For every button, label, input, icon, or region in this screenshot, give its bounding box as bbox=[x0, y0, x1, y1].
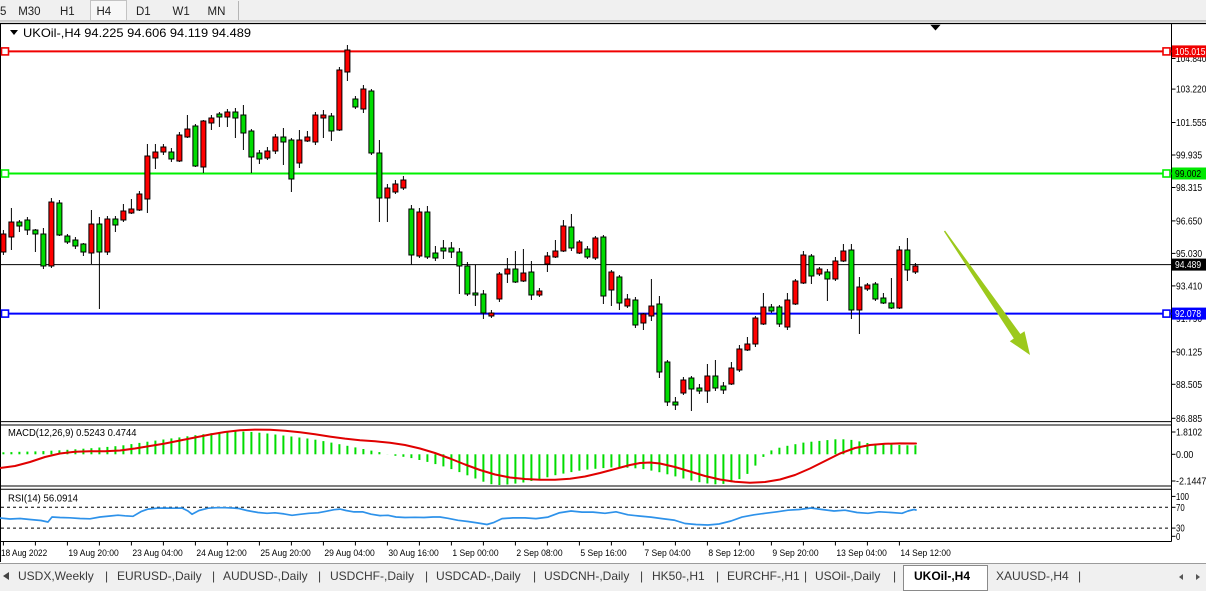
svg-text:13 Sep 04:00: 13 Sep 04:00 bbox=[836, 548, 886, 559]
svg-text:USDCHF-,Daily: USDCHF-,Daily bbox=[330, 569, 414, 583]
svg-text:0: 0 bbox=[1176, 531, 1180, 543]
svg-text:25 Aug 20:00: 25 Aug 20:00 bbox=[260, 548, 310, 559]
svg-text:-2.1447: -2.1447 bbox=[1176, 476, 1206, 488]
svg-text:USDCAD-,Daily: USDCAD-,Daily bbox=[436, 569, 521, 583]
svg-text:99.935: 99.935 bbox=[1176, 150, 1202, 162]
svg-text:7 Sep 04:00: 7 Sep 04:00 bbox=[644, 548, 690, 559]
svg-text:AUDUSD-,Daily: AUDUSD-,Daily bbox=[223, 569, 308, 583]
svg-text:24 Aug 12:00: 24 Aug 12:00 bbox=[196, 548, 246, 559]
svg-text:5: 5 bbox=[0, 6, 6, 18]
svg-text:1.8102: 1.8102 bbox=[1176, 427, 1202, 439]
svg-text:99.002: 99.002 bbox=[1175, 168, 1201, 180]
svg-text:USOil-,Daily: USOil-,Daily bbox=[815, 569, 880, 583]
svg-text:|: | bbox=[105, 569, 108, 583]
svg-text:|: | bbox=[804, 569, 807, 583]
svg-text:|: | bbox=[716, 569, 719, 583]
svg-text:29 Aug 04:00: 29 Aug 04:00 bbox=[324, 548, 374, 559]
svg-text:HK50-,H1: HK50-,H1 bbox=[652, 569, 705, 583]
svg-text:|: | bbox=[1078, 569, 1081, 583]
svg-text:M30: M30 bbox=[18, 6, 40, 18]
svg-text:105.015: 105.015 bbox=[1175, 46, 1206, 58]
svg-text:30 Aug 16:00: 30 Aug 16:00 bbox=[388, 548, 438, 559]
svg-text:70: 70 bbox=[1176, 502, 1185, 514]
svg-text:USDCNH-,Daily: USDCNH-,Daily bbox=[544, 569, 629, 583]
svg-text:H4: H4 bbox=[97, 6, 112, 18]
svg-text:30: 30 bbox=[1176, 523, 1185, 535]
svg-text:|: | bbox=[640, 569, 643, 583]
svg-text:2 Sep 08:00: 2 Sep 08:00 bbox=[516, 548, 562, 559]
svg-text:8 Sep 12:00: 8 Sep 12:00 bbox=[708, 548, 754, 559]
svg-text:UKOil-,H4 94.225 94.606 94.11: UKOil-,H4 94.225 94.606 94.119 94.489 bbox=[23, 26, 251, 40]
svg-text:USDX,Weekly: USDX,Weekly bbox=[18, 569, 94, 583]
svg-text:|: | bbox=[893, 569, 896, 583]
svg-text:5 Sep 16:00: 5 Sep 16:00 bbox=[580, 548, 626, 559]
svg-text:96.650: 96.650 bbox=[1176, 215, 1202, 227]
svg-text:101.555: 101.555 bbox=[1176, 117, 1206, 129]
svg-text:D1: D1 bbox=[136, 6, 151, 18]
svg-text:18 Aug 2022: 18 Aug 2022 bbox=[1, 548, 47, 559]
svg-text:|: | bbox=[533, 569, 536, 583]
svg-text:90.125: 90.125 bbox=[1176, 346, 1202, 358]
svg-text:9 Sep 20:00: 9 Sep 20:00 bbox=[772, 548, 818, 559]
svg-text:1 Sep 00:00: 1 Sep 00:00 bbox=[452, 548, 498, 559]
svg-text:93.410: 93.410 bbox=[1176, 280, 1202, 292]
svg-text:W1: W1 bbox=[173, 6, 190, 18]
svg-text:H1: H1 bbox=[60, 6, 75, 18]
svg-text:19 Aug 20:00: 19 Aug 20:00 bbox=[68, 548, 118, 559]
svg-text:MACD(12,26,9) 0.5243 0.4744: MACD(12,26,9) 0.5243 0.4744 bbox=[8, 428, 137, 439]
svg-text:14 Sep 12:00: 14 Sep 12:00 bbox=[900, 548, 950, 559]
svg-text:98.315: 98.315 bbox=[1176, 182, 1202, 194]
svg-text:92.078: 92.078 bbox=[1175, 308, 1201, 320]
svg-text:|: | bbox=[318, 569, 321, 583]
svg-text:MN: MN bbox=[208, 6, 226, 18]
svg-text:EURCHF-,H1: EURCHF-,H1 bbox=[727, 569, 800, 583]
svg-text:RSI(14) 56.0914: RSI(14) 56.0914 bbox=[8, 494, 78, 505]
svg-text:88.505: 88.505 bbox=[1176, 379, 1202, 391]
svg-text:86.885: 86.885 bbox=[1176, 413, 1202, 425]
svg-text:103.220: 103.220 bbox=[1176, 84, 1206, 96]
svg-text:XAUUSD-,H4: XAUUSD-,H4 bbox=[996, 569, 1069, 583]
svg-text:100: 100 bbox=[1176, 491, 1189, 503]
svg-text:0.00: 0.00 bbox=[1176, 449, 1194, 461]
svg-text:|: | bbox=[212, 569, 215, 583]
svg-text:EURUSD-,Daily: EURUSD-,Daily bbox=[117, 569, 202, 583]
svg-text:95.030: 95.030 bbox=[1176, 248, 1202, 260]
svg-text:23 Aug 04:00: 23 Aug 04:00 bbox=[132, 548, 182, 559]
svg-text:|: | bbox=[425, 569, 428, 583]
svg-text:94.489: 94.489 bbox=[1175, 259, 1201, 271]
svg-text:UKOil-,H4: UKOil-,H4 bbox=[914, 569, 970, 583]
